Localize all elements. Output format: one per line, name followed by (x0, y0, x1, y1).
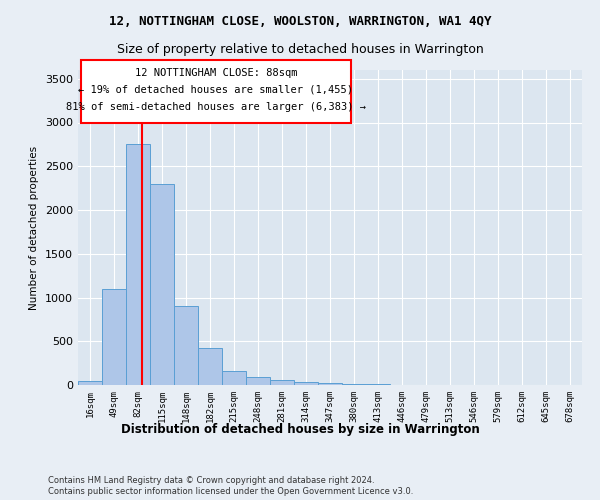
Bar (342, 384, 366, 385)
Text: Size of property relative to detached houses in Warrington: Size of property relative to detached ho… (116, 42, 484, 56)
Bar (270, 380, 294, 385)
Text: Distribution of detached houses by size in Warrington: Distribution of detached houses by size … (121, 422, 479, 436)
Bar (150, 184, 174, 385)
Y-axis label: Number of detached properties: Number of detached properties (29, 146, 40, 310)
Bar (126, 144, 150, 385)
Bar (366, 384, 390, 385)
Bar (174, 306, 198, 385)
Bar (294, 382, 318, 385)
Bar (222, 371, 246, 385)
Bar (318, 383, 342, 385)
Bar (102, 289, 126, 385)
Text: 81% of semi-detached houses are larger (6,383) →: 81% of semi-detached houses are larger (… (66, 102, 366, 112)
Text: ← 19% of detached houses are smaller (1,455): ← 19% of detached houses are smaller (1,… (79, 84, 353, 94)
Bar (78, 380, 102, 385)
Text: Contains public sector information licensed under the Open Government Licence v3: Contains public sector information licen… (48, 488, 413, 496)
Text: Contains HM Land Registry data © Crown copyright and database right 2024.: Contains HM Land Registry data © Crown c… (48, 476, 374, 485)
Text: 12, NOTTINGHAM CLOSE, WOOLSTON, WARRINGTON, WA1 4QY: 12, NOTTINGHAM CLOSE, WOOLSTON, WARRINGT… (109, 15, 491, 28)
Text: 12 NOTTINGHAM CLOSE: 88sqm: 12 NOTTINGHAM CLOSE: 88sqm (135, 68, 297, 78)
Bar (198, 348, 222, 385)
Bar (246, 377, 270, 385)
